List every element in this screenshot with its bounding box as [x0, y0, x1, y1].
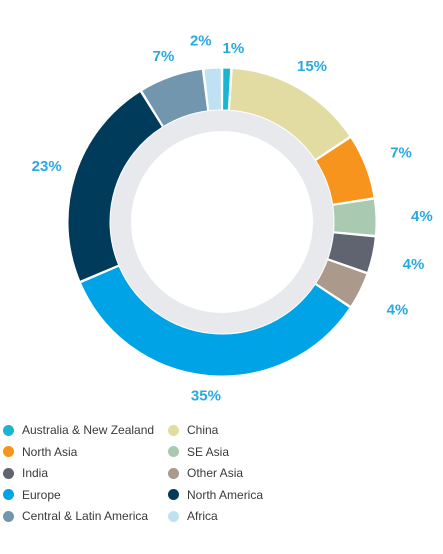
legend-swatch — [168, 489, 179, 500]
data-label-australia-new-zealand: 1% — [223, 40, 245, 57]
data-label-europe: 35% — [191, 387, 221, 404]
data-label-central-latin-america: 7% — [153, 48, 175, 65]
slice-central-latin-america — [140, 68, 209, 128]
legend-label: North Asia — [22, 444, 78, 459]
legend-swatch — [3, 446, 14, 457]
legend-swatch — [168, 467, 179, 479]
legend-label: Central & Latin America — [22, 509, 149, 523]
legend-swatch — [168, 424, 179, 436]
legend-item-north-asia: North Asia — [3, 442, 77, 462]
data-label-se-asia: 4% — [411, 208, 433, 225]
legend-item-india: India — [3, 463, 48, 483]
inner-ring — [110, 110, 334, 334]
legend-label: Other Asia — [187, 466, 244, 480]
slice-india — [327, 232, 376, 274]
legend-label: SE Asia — [187, 444, 230, 459]
legend-swatch — [3, 489, 14, 500]
legend-item-other-asia: Other Asia — [168, 463, 243, 483]
legend-item-central-latin-america: Central & Latin America — [3, 506, 148, 526]
legend-item-se-asia: SE Asia — [168, 442, 229, 462]
data-label-africa: 2% — [190, 32, 212, 49]
legend-label: Australia & New Zealand — [22, 423, 155, 437]
legend-item-africa: Africa — [168, 506, 218, 526]
slice-australia-new-zealand — [222, 67, 232, 111]
legend-label: Europe — [22, 487, 61, 502]
slice-china — [228, 67, 351, 161]
legend-label: Africa — [187, 509, 218, 523]
slice-north-asia — [314, 136, 375, 205]
legend-item-australia-new-zealand: Australia & New Zealand — [3, 420, 154, 440]
legend-item-north-america: North America — [168, 485, 263, 505]
data-label-north-america: 23% — [32, 158, 62, 175]
legend-item-europe: Europe — [3, 485, 61, 505]
legend-swatch — [3, 510, 14, 522]
slice-europe — [79, 265, 351, 377]
legend-label: China — [187, 423, 219, 437]
slice-se-asia — [332, 198, 377, 236]
slice-africa — [203, 67, 222, 112]
legend-swatch — [3, 467, 14, 479]
legend-label: North America — [187, 487, 264, 502]
data-label-india: 4% — [403, 256, 425, 273]
data-label-north-asia: 7% — [390, 145, 412, 162]
data-label-china: 15% — [297, 58, 327, 75]
legend-item-china: China — [168, 420, 218, 440]
legend-swatch — [168, 446, 179, 457]
slice-other-asia — [314, 259, 368, 308]
legend-swatch — [168, 510, 179, 522]
slice-north-america — [67, 90, 164, 282]
donut-chart: 1% 15% 7% 4% 4% 4% 35% 23% 7% 2% — [32, 32, 433, 404]
legend-swatch — [3, 424, 14, 436]
legend-label: India — [22, 466, 49, 480]
data-label-other-asia: 4% — [387, 301, 409, 318]
chart-legend: Australia & New Zealand China North Asia SE… — [0, 420, 443, 540]
